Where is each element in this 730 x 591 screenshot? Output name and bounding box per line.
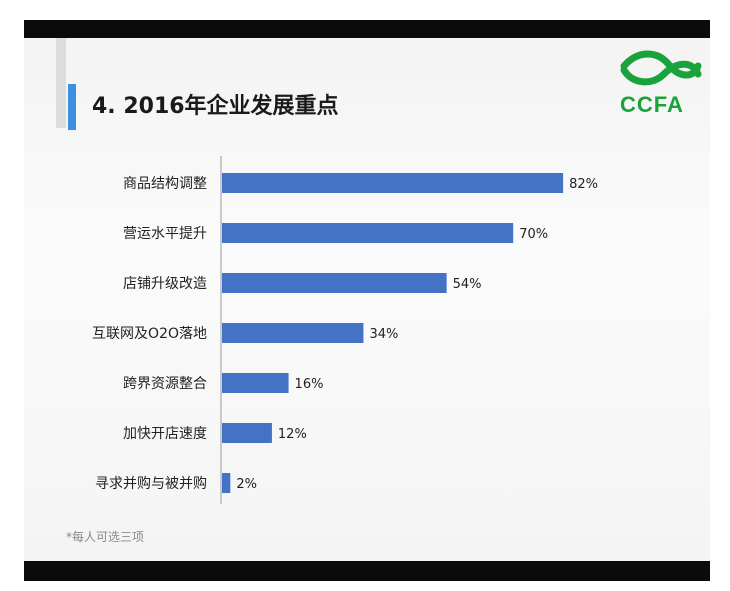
top-black-bar: [24, 20, 710, 38]
bar: [222, 273, 447, 293]
value-label: 34%: [369, 327, 398, 342]
bottom-black-bar: [24, 561, 710, 581]
bar: [222, 173, 564, 193]
bar: [222, 373, 289, 393]
ccfa-logo-text: CCFA: [620, 92, 684, 117]
value-label: 16%: [295, 377, 324, 392]
bar: [222, 323, 364, 343]
value-label: 54%: [453, 277, 482, 292]
category-label: 寻求并购与被并购: [95, 476, 207, 492]
slide-title: 4. 2016年企业发展重点: [92, 94, 339, 119]
category-label: 互联网及O2O落地: [92, 326, 207, 342]
bar: [222, 473, 231, 493]
value-label: 82%: [569, 177, 598, 192]
slide-background: [24, 38, 710, 561]
bar-chart: 商品结构调整 82% 营运水平提升 70% 店铺升级改造 54% 互联网及O2O落地 34% 跨…: [92, 156, 598, 504]
category-label: 加快开店速度: [123, 426, 207, 442]
value-label: 2%: [236, 477, 257, 492]
value-label: 12%: [278, 427, 307, 442]
bar: [222, 423, 272, 443]
category-label: 店铺升级改造: [123, 276, 207, 292]
ccfa-logo-icon: [620, 50, 702, 86]
footnote: *每人可选三项: [66, 530, 145, 544]
left-decor-strip: [56, 38, 66, 128]
category-label: 营运水平提升: [123, 226, 207, 242]
bar: [222, 223, 514, 243]
category-label: 商品结构调整: [123, 176, 207, 192]
value-label: 70%: [519, 227, 548, 242]
category-label: 跨界资源整合: [123, 376, 207, 392]
title-accent-bar: [68, 84, 76, 130]
